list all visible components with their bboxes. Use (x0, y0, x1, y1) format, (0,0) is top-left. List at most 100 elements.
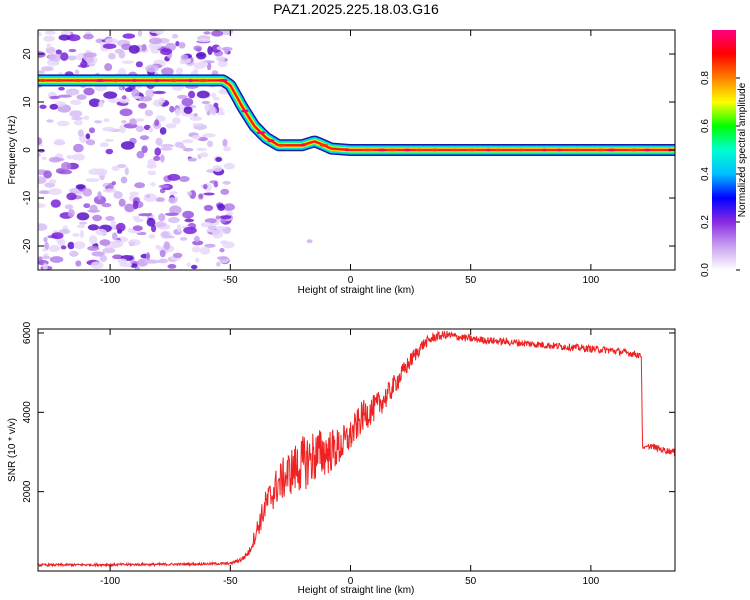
noise-speckle (105, 216, 115, 221)
noise-speckle (38, 203, 46, 208)
noise-speckle (213, 181, 219, 188)
noise-speckle (48, 245, 61, 252)
ridge-peak (517, 148, 525, 152)
spectrogram-x-tick-label: 50 (465, 275, 477, 286)
noise-speckle (226, 211, 234, 216)
noise-speckle (124, 167, 129, 176)
noise-speckle (122, 33, 136, 39)
noise-speckle (49, 103, 59, 110)
spectrogram-ridge-layer (38, 74, 675, 156)
noise-speckle (219, 215, 232, 220)
noise-speckle (154, 221, 167, 228)
spectrogram-y-ticks: 20 10 0 -10 -20 (22, 48, 675, 253)
snr-x-tick-label: -100 (100, 576, 120, 587)
noise-speckle (138, 96, 153, 102)
noise-speckle (41, 255, 51, 260)
noise-speckle (99, 255, 108, 262)
noise-speckle (190, 264, 198, 270)
noise-speckle (684, 149, 690, 153)
noise-speckle (73, 119, 83, 126)
noise-speckle (108, 53, 116, 60)
noise-speckle (202, 133, 216, 138)
noise-speckle (192, 240, 204, 246)
noise-speckle (48, 188, 62, 196)
noise-speckle (161, 67, 174, 76)
noise-speckle (66, 192, 77, 201)
noise-speckle (44, 30, 56, 35)
ridge-peak (154, 78, 161, 82)
noise-speckle (102, 43, 117, 49)
spectrogram-x-tick-label: -50 (223, 275, 238, 286)
noise-speckle (117, 164, 127, 168)
noise-speckle (55, 49, 62, 55)
noise-speckle (65, 88, 80, 96)
noise-speckle (99, 239, 111, 246)
noise-speckle (44, 182, 56, 188)
noise-speckle (48, 179, 57, 184)
noise-speckle (60, 245, 67, 250)
noise-speckle (38, 153, 41, 157)
noise-speckle (203, 192, 215, 196)
noise-speckle (99, 142, 109, 148)
noise-speckle (148, 30, 162, 33)
ridge-peak (388, 148, 397, 152)
noise-speckle (42, 248, 47, 252)
snr-frame (37, 328, 676, 572)
noise-speckle (67, 34, 81, 42)
noise-speckle (212, 229, 224, 239)
noise-speckle (119, 108, 133, 117)
ridge-peak (377, 148, 387, 152)
noise-speckle (83, 52, 97, 58)
noise-speckle (152, 99, 163, 107)
noise-speckle (51, 232, 64, 240)
noise-speckle (175, 41, 180, 47)
ridge-peak (169, 78, 177, 82)
noise-speckle (61, 161, 72, 171)
ridge-peak (278, 143, 286, 147)
noise-speckle (192, 123, 205, 127)
noise-speckle (223, 46, 229, 55)
noise-speckle (144, 109, 154, 117)
noise-speckle (172, 117, 181, 125)
noise-speckle (158, 258, 168, 264)
noise-speckle (95, 228, 107, 236)
noise-speckle (39, 104, 47, 110)
noise-speckle (222, 138, 228, 147)
noise-speckle (138, 213, 153, 217)
noise-speckle (217, 203, 226, 211)
noise-speckle (143, 124, 151, 130)
ridge-peak (198, 78, 208, 82)
noise-speckle (41, 66, 54, 72)
noise-speckle (159, 147, 173, 151)
noise-speckle (178, 176, 190, 182)
noise-speckle (38, 70, 46, 74)
noise-speckle (58, 86, 65, 91)
noise-speckle (82, 188, 93, 197)
noise-speckle (211, 92, 217, 98)
spectrogram-x-axis-label: Height of straight line (km) (298, 285, 415, 296)
noise-speckle (46, 43, 52, 49)
noise-speckle (105, 148, 114, 155)
spectrogram-y-tick-label: 10 (22, 96, 33, 108)
noise-speckle (129, 194, 134, 202)
ridge-peak (643, 148, 652, 152)
noise-speckle (216, 256, 229, 260)
ridge-peak (485, 148, 492, 152)
ridge-peak (267, 139, 275, 143)
noise-speckle (154, 119, 160, 127)
noise-speckle (183, 106, 193, 114)
noise-speckle (164, 212, 179, 216)
ridge-peak (362, 148, 373, 152)
noise-speckle (54, 138, 65, 146)
snr-x-tick-label: 100 (583, 576, 600, 587)
noise-speckle (167, 264, 177, 269)
noise-speckle (135, 118, 145, 122)
snr-x-ticks: -100 -50 0 50 100 (100, 329, 600, 587)
noise-speckle (181, 98, 194, 106)
noise-speckle (38, 190, 51, 195)
noise-speckle (116, 229, 123, 234)
noise-speckle (167, 173, 181, 181)
noise-speckle (58, 169, 72, 175)
snr-x-axis-label: Height of straight line (km) (298, 585, 415, 596)
